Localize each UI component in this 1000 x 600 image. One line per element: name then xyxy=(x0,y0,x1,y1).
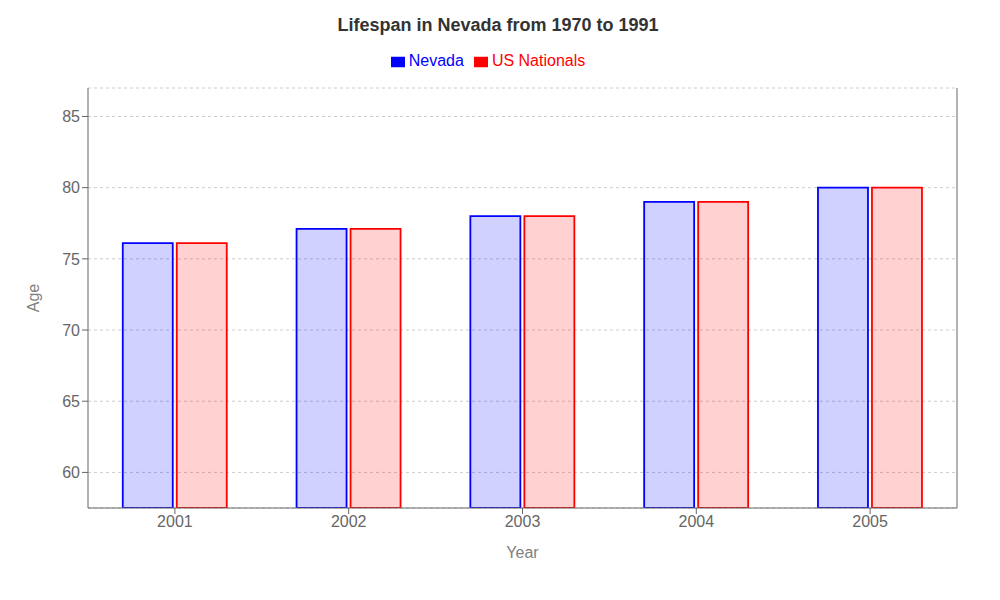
html-text:Nevada: Nevada xyxy=(408,52,464,69)
svg-text:70: 70 xyxy=(62,322,80,339)
svg-text:Age: Age xyxy=(25,284,42,313)
svg-text:2005: 2005 xyxy=(852,513,888,530)
svg-text:2001: 2001 xyxy=(157,513,193,530)
svg-text:60: 60 xyxy=(62,464,80,481)
svg-text:80: 80 xyxy=(62,179,80,196)
svg-text:65: 65 xyxy=(62,393,80,410)
svg-text:Year: Year xyxy=(506,544,539,561)
svg-text:2004: 2004 xyxy=(679,513,715,530)
svg-text:2002: 2002 xyxy=(331,513,367,530)
html-text:US Nationals: US Nationals xyxy=(491,52,586,69)
svg-text:2003: 2003 xyxy=(505,513,541,530)
svg-text:75: 75 xyxy=(62,251,80,268)
html-text:Lifespan in Nevada from 1970 t: Lifespan in Nevada from 1970 to 1991 xyxy=(337,15,659,35)
svg-text:85: 85 xyxy=(62,108,80,125)
